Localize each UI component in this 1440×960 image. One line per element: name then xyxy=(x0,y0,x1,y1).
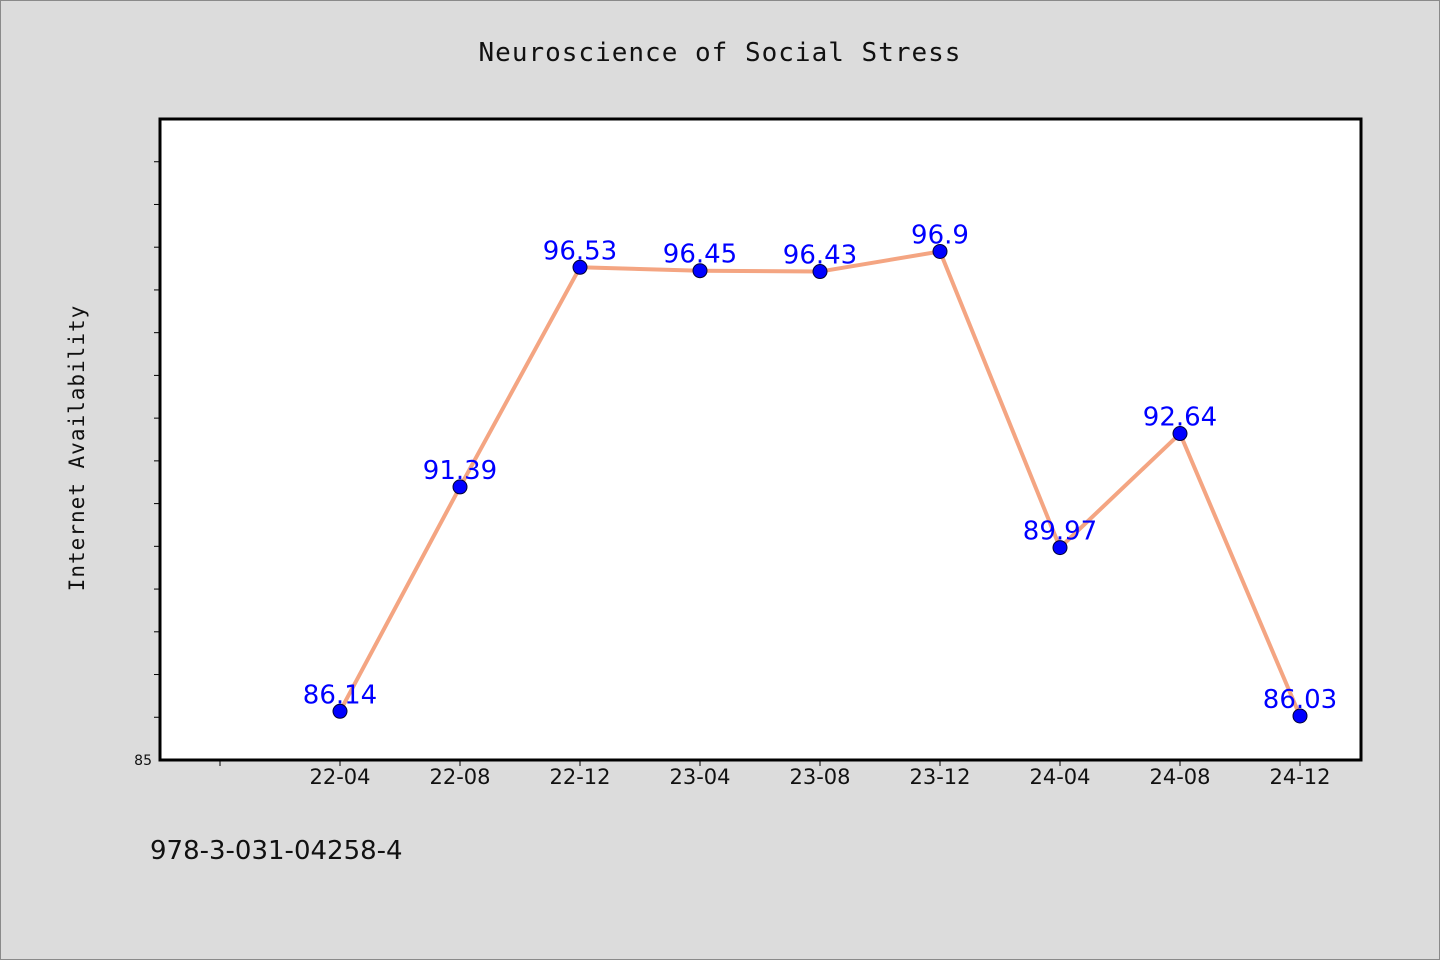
data-point xyxy=(452,479,468,495)
data-label: 92.64 xyxy=(1143,403,1217,433)
data-point xyxy=(812,264,828,280)
x-tick-label: 24-12 xyxy=(1269,765,1330,789)
x-tick-label: 23-12 xyxy=(909,765,970,789)
data-label: 86.14 xyxy=(303,680,377,710)
data-point xyxy=(1052,540,1068,556)
x-tick-label: 22-08 xyxy=(429,765,490,789)
y-tick-label: 85 xyxy=(134,753,152,769)
data-labels: 86.14 91.39 96.53 96.45 96.43 96.9 89.97 92.64 8… xyxy=(303,220,1337,715)
data-label: 96.45 xyxy=(663,240,737,270)
data-point xyxy=(572,259,588,275)
data-point xyxy=(1172,426,1188,442)
data-label: 96.53 xyxy=(543,236,617,266)
data-label: 89.97 xyxy=(1023,517,1097,547)
data-point xyxy=(332,703,348,719)
x-tick-label: 24-08 xyxy=(1149,765,1210,789)
x-tick-label: 22-12 xyxy=(549,765,610,789)
x-tick-label: 23-08 xyxy=(789,765,850,789)
data-label: 96.9 xyxy=(911,220,969,250)
chart-title: Neuroscience of Social Stress xyxy=(479,38,962,68)
x-tick-label: 23-04 xyxy=(669,765,730,789)
x-tick-label: 22-04 xyxy=(309,765,370,789)
x-tick-label: 24-04 xyxy=(1029,765,1090,789)
plot-area xyxy=(158,117,1363,762)
footer-code: 978-3-031-04258-4 xyxy=(150,836,403,866)
y-axis-label: Internet Availability xyxy=(65,305,89,592)
data-label: 96.43 xyxy=(783,241,857,271)
axis-ticks: 22-04 22-08 22-12 23-04 23-08 23-12 24-04 24-08… xyxy=(134,161,1331,789)
data-label: 86.03 xyxy=(1263,685,1337,715)
data-point xyxy=(932,243,948,259)
data-point xyxy=(1292,708,1308,724)
data-point xyxy=(692,263,708,279)
data-label: 91.39 xyxy=(423,456,497,486)
series-points xyxy=(332,243,1308,724)
